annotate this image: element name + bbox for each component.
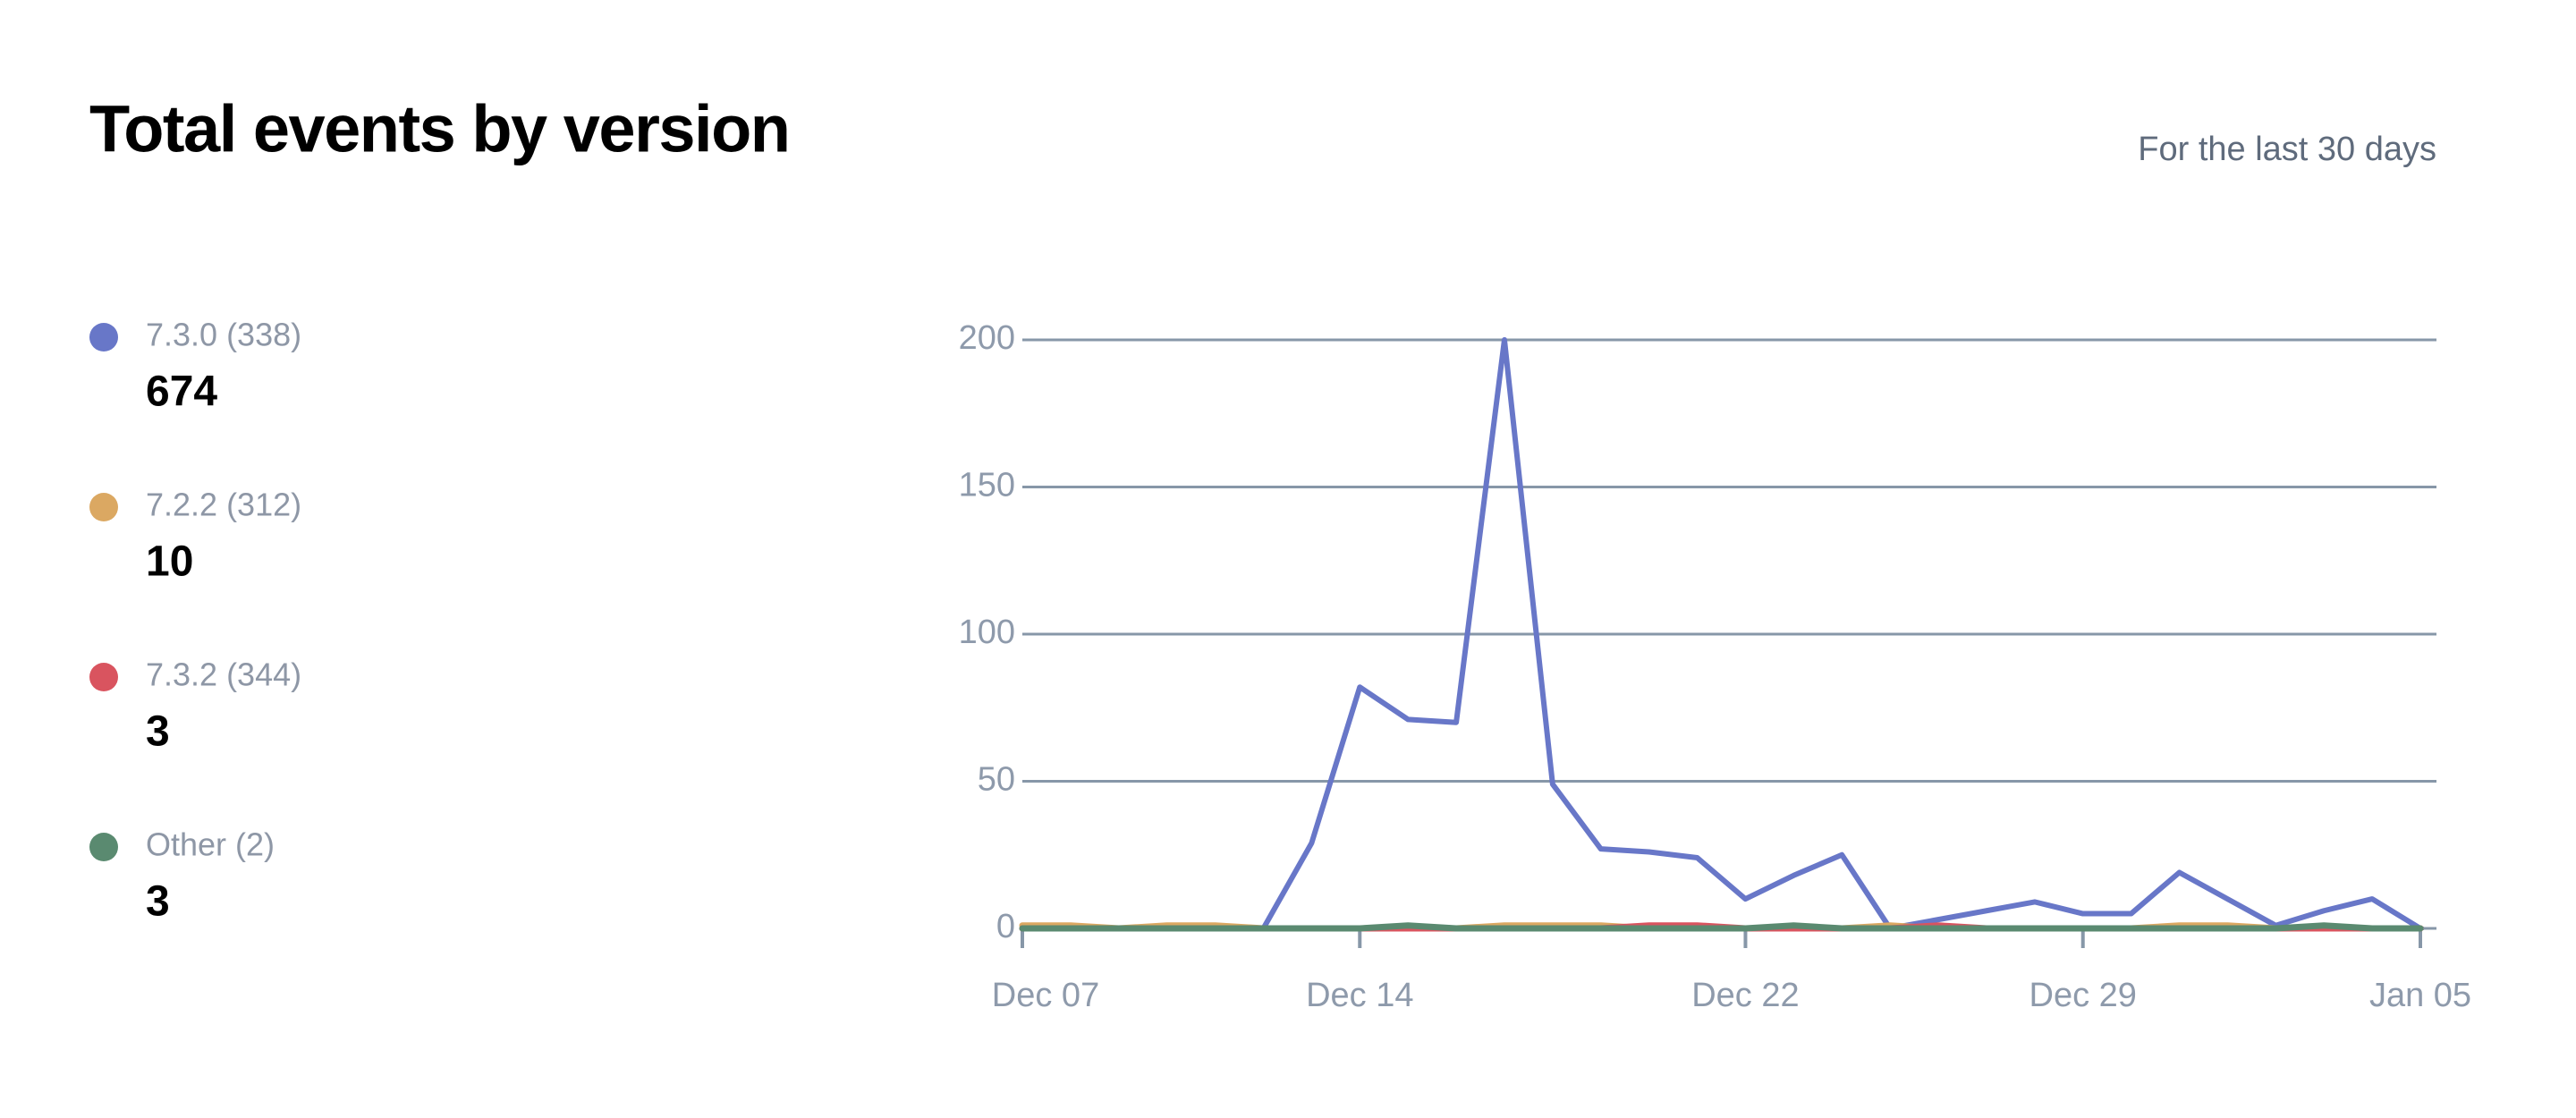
legend-dot — [89, 833, 118, 861]
x-tick-label: Dec 29 — [2029, 977, 2137, 1014]
legend-total: 674 — [146, 368, 217, 416]
legend-dot — [89, 663, 118, 691]
legend-name: Other (2) — [146, 826, 275, 863]
y-tick-label: 100 — [959, 614, 1015, 651]
chart-title: Total events by version — [89, 92, 790, 166]
x-tick-label: Dec 07 — [992, 977, 1099, 1014]
legend-name: 7.3.0 (338) — [146, 317, 301, 353]
legend-name: 7.3.2 (344) — [146, 656, 301, 693]
x-tick-label: Dec 14 — [1306, 977, 1413, 1014]
y-tick-label: 0 — [996, 908, 1015, 945]
series-line — [1019, 922, 2424, 932]
legend-total: 3 — [146, 878, 170, 926]
legend-total: 3 — [146, 708, 170, 756]
x-tick-label: Dec 22 — [1691, 977, 1799, 1014]
y-tick-label: 150 — [959, 467, 1015, 504]
x-tick-label: Jan 05 — [2369, 977, 2471, 1014]
legend-name: 7.2.2 (312) — [146, 487, 301, 523]
legend-dot — [89, 323, 118, 351]
y-tick-label: 50 — [978, 761, 1015, 799]
y-tick-label: 200 — [959, 319, 1015, 357]
legend-dot — [89, 493, 118, 521]
chart-subtitle: For the last 30 days — [2138, 131, 2436, 168]
legend-total: 10 — [146, 538, 193, 586]
